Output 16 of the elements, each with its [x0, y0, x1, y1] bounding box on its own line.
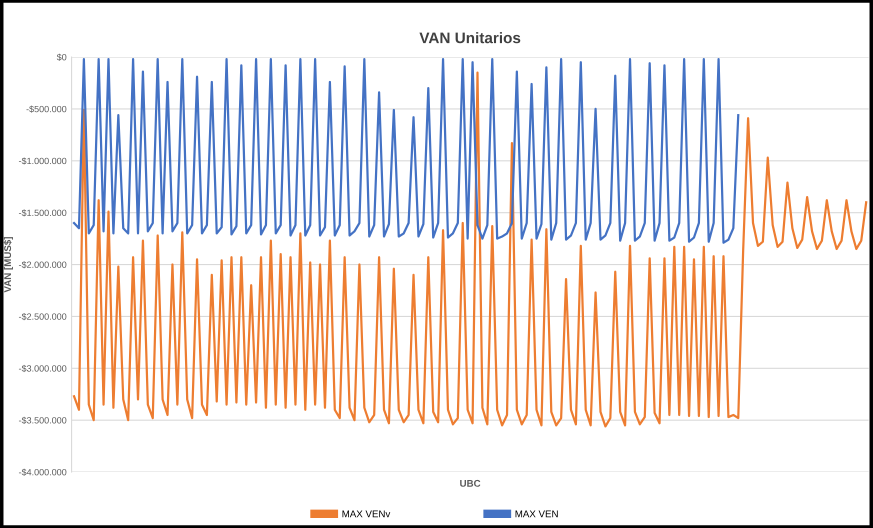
- y-axis-title: VAN [MUS$]: [4, 237, 13, 292]
- x-axis-title: UBC: [460, 480, 480, 487]
- legend-label: MAX VEN: [516, 510, 558, 518]
- y-tick-label: -$4.000.000: [18, 468, 66, 476]
- y-tick-label: $0: [56, 54, 66, 61]
- chart-title: VAN Unitarios: [419, 32, 520, 44]
- line-series: [72, 58, 740, 244]
- y-tick-label: -$3.000.000: [18, 364, 66, 372]
- y-tick-label: -$1.000.000: [18, 157, 66, 165]
- y-tick-label: -$1.500.000: [18, 209, 66, 217]
- line-series: [72, 71, 868, 428]
- y-tick-label: -$3.500.000: [18, 416, 66, 424]
- y-tick-label: -$2.000.000: [18, 261, 66, 268]
- y-tick-label: -$2.500.000: [18, 312, 66, 320]
- legend-label: MAX VENv: [342, 510, 390, 518]
- y-tick-label: -$500.000: [26, 105, 66, 113]
